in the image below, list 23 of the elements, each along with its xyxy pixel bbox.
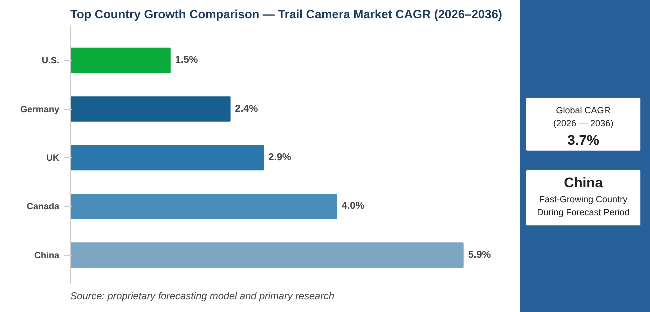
bar xyxy=(70,145,264,171)
bar xyxy=(70,194,338,220)
source-note: Source: proprietary forecasting model and primary research xyxy=(70,292,335,302)
data-label: 5.9% xyxy=(468,250,492,261)
bar xyxy=(70,96,231,122)
y-tick-label: Canada xyxy=(26,202,60,212)
text: China xyxy=(564,174,604,191)
y-tick-label: China xyxy=(34,250,60,260)
text: Global CAGR xyxy=(556,105,612,116)
bar xyxy=(70,48,171,74)
data-label: 2.9% xyxy=(268,152,292,164)
data-label: 2.4% xyxy=(235,104,258,115)
y-tick-label: Germany xyxy=(20,104,60,114)
text: (2026 — 2036) xyxy=(554,118,614,128)
bar xyxy=(70,242,464,268)
y-tick-label: UK xyxy=(46,152,60,163)
y-tick-label: U.S. xyxy=(42,56,60,66)
text: 3.7% xyxy=(568,132,600,148)
data-label: 1.5% xyxy=(175,55,198,66)
data-label: 4.0% xyxy=(342,201,365,212)
chart-title: Top Country Growth Comparison — Trail Camera Market CAGR (2026–2036) xyxy=(70,8,502,22)
text: Fast-Growing Country xyxy=(540,194,628,204)
text: During Forecast Period xyxy=(537,207,630,218)
